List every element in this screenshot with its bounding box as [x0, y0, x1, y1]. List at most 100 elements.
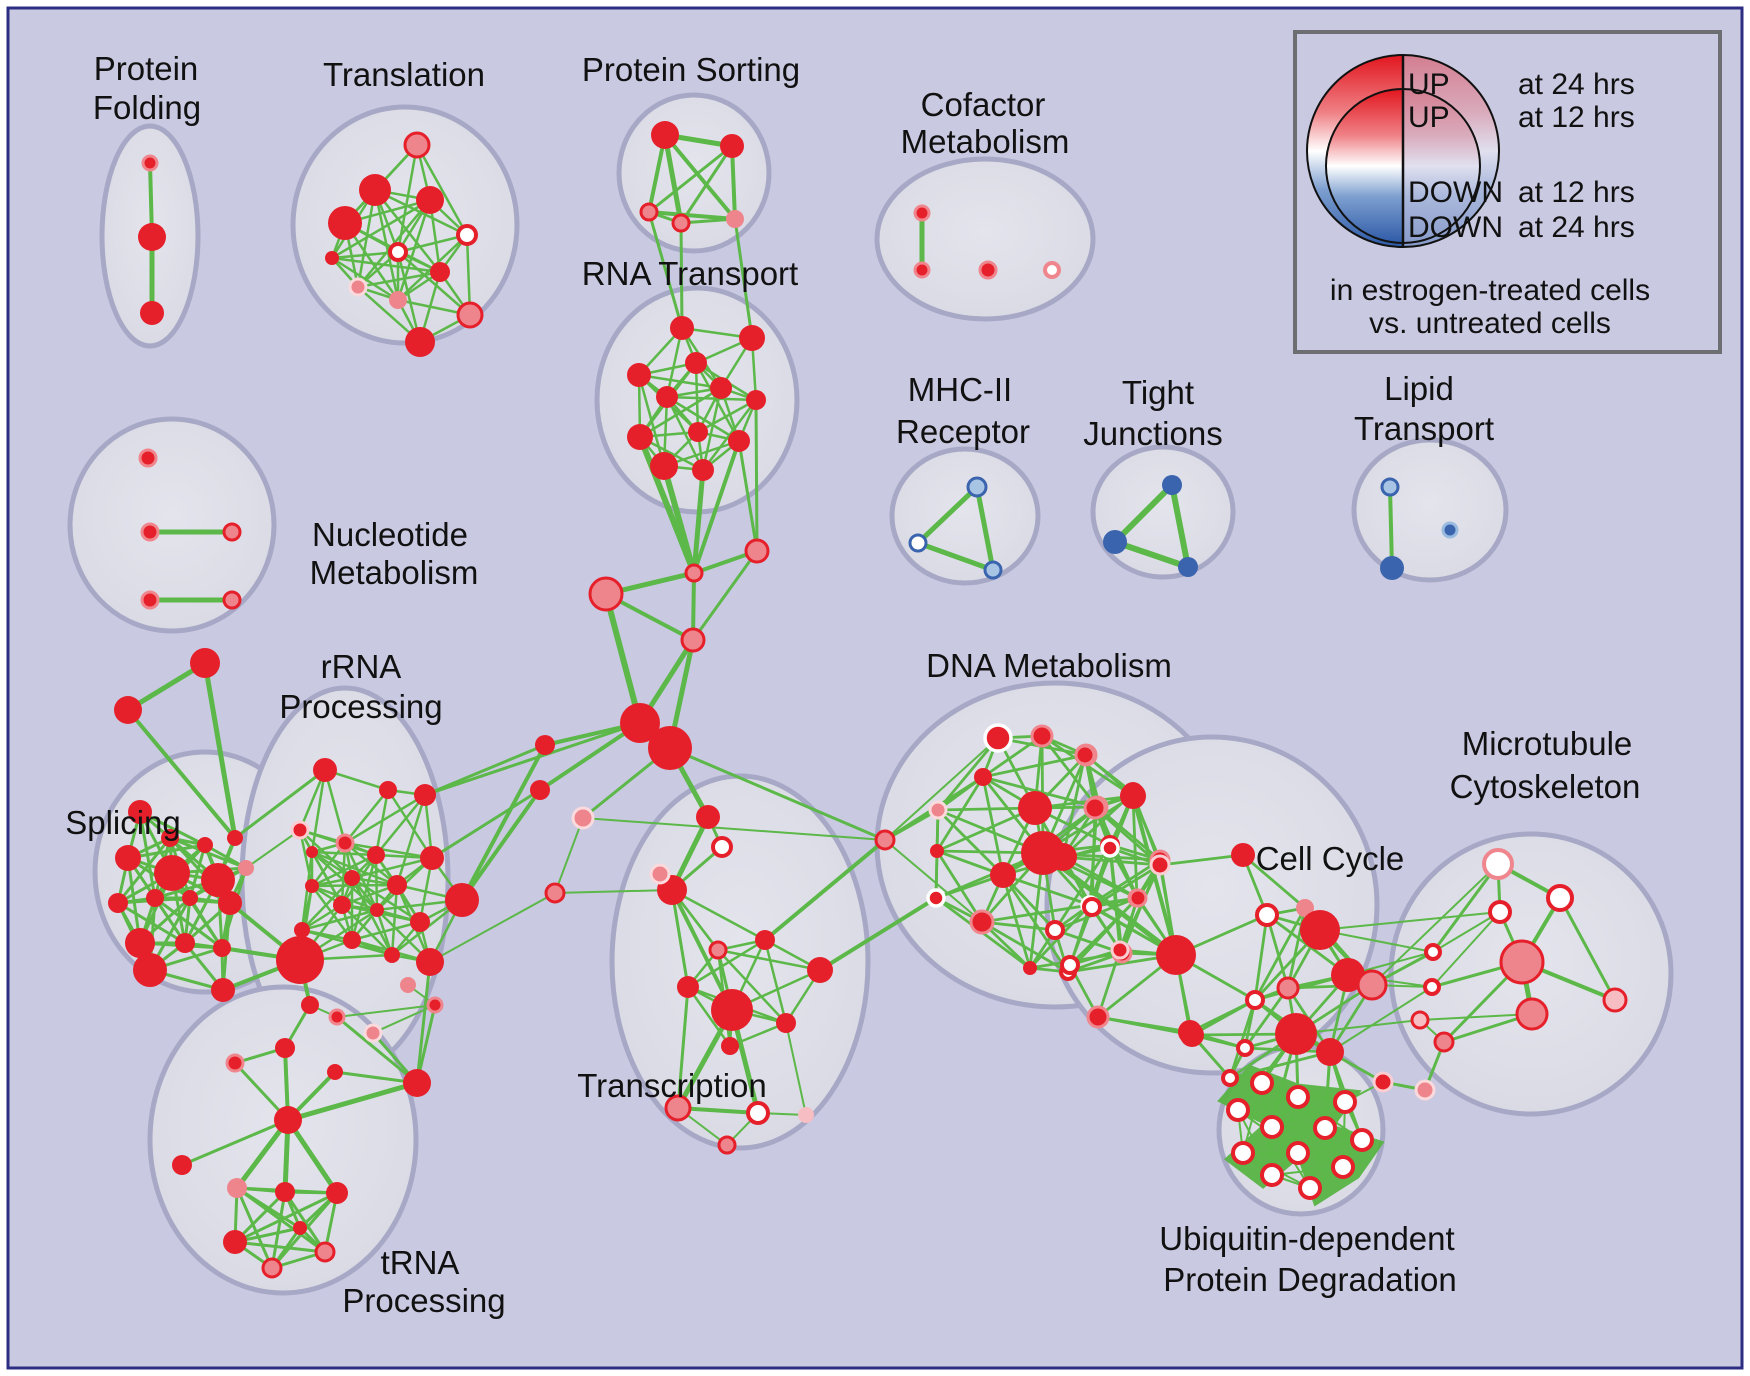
gene-node: [125, 928, 155, 958]
network-edge-mesh: [300, 850, 314, 932]
cluster-label-splicing: Splicing: [65, 804, 181, 841]
network-edge: [737, 439, 759, 553]
network-edge: [679, 144, 734, 225]
cluster-label-tight-junctions: Junctions: [1083, 415, 1222, 452]
gene-node: [1275, 1013, 1317, 1055]
network-edge-mesh: [1188, 998, 1257, 1034]
network-edge-mesh: [396, 198, 432, 302]
network-edge-mesh: [343, 788, 390, 845]
gene-node: [225, 1053, 245, 1073]
network-edge-mesh: [665, 395, 741, 443]
gene-node: [1082, 897, 1102, 917]
network-edge-mesh: [686, 985, 732, 1048]
cluster-label-dna-metabolism: DNA Metabolism: [926, 647, 1172, 684]
network-edge-mesh: [686, 938, 767, 989]
network-edge-mesh: [1068, 905, 1094, 967]
gene-node: [218, 891, 242, 915]
gene-node: [388, 242, 408, 262]
gene-node: [1333, 1090, 1357, 1114]
network-edge: [1112, 539, 1191, 570]
cluster-label-lipid-transport: Lipid: [1384, 370, 1454, 407]
cluster-ellipse-protein-sorting: [616, 92, 772, 254]
cluster-label-protein-folding: Folding: [93, 89, 201, 126]
legend-time-label: at 12 hrs: [1518, 101, 1635, 134]
gene-node: [1086, 1005, 1110, 1029]
network-edge: [1131, 794, 1178, 957]
network-edge-mesh: [980, 903, 1092, 924]
legend: UP at 24 hrs UP at 12 hrs DOWN at 12 hrs DOWN a…: [1293, 30, 1722, 354]
gene-node: [197, 837, 213, 853]
network-edge: [1169, 482, 1191, 570]
network-edge-mesh: [1158, 853, 1245, 867]
network-edge-mesh: [1001, 873, 1070, 974]
gene-node: [726, 210, 744, 228]
gene-node: [301, 996, 319, 1014]
gene-node: [711, 989, 753, 1031]
network-edge-mesh: [1265, 913, 1290, 990]
gene-node: [1414, 1079, 1436, 1101]
network-edge-mesh: [1228, 1050, 1332, 1080]
gene-node: [1245, 990, 1265, 1010]
legend-direction-label: DOWN: [1408, 211, 1503, 244]
network-edge: [915, 484, 980, 546]
gene-node: [227, 1178, 247, 1198]
gene-node: [692, 459, 714, 481]
network-edge-mesh: [330, 256, 400, 302]
gene-node: [908, 533, 928, 553]
gene-node: [1128, 888, 1148, 908]
gene-node: [138, 448, 158, 468]
gene-node: [1156, 935, 1196, 975]
cluster-ellipse-cofactor-metabolism: [874, 156, 1096, 322]
network-edge: [1371, 863, 1499, 986]
network-edge: [603, 591, 643, 726]
network-edge-mesh: [1068, 896, 1140, 967]
network-edge: [460, 788, 542, 902]
network-edge: [662, 132, 684, 226]
gene-node: [776, 1013, 796, 1033]
gene-node: [670, 316, 694, 340]
network-edge: [1432, 911, 1501, 953]
network-edge-mesh: [1118, 863, 1162, 952]
legend-time-label: at 12 hrs: [1518, 176, 1635, 209]
gene-node: [746, 1101, 770, 1125]
cluster-label-trna-processing: Processing: [342, 1282, 505, 1319]
legend-direction-label: UP: [1408, 101, 1450, 134]
gene-node: [1499, 939, 1545, 985]
gene-node: [1260, 1163, 1284, 1187]
gene-node: [974, 768, 992, 786]
gene-node: [969, 909, 995, 935]
cluster-label-translation: Translation: [323, 56, 485, 93]
network-edge: [663, 133, 737, 221]
gene-node: [1231, 1141, 1255, 1165]
gene-node: [416, 948, 444, 976]
network-edge: [1419, 1013, 1533, 1021]
gene-node: [746, 390, 766, 410]
network-edge-mesh: [1061, 791, 1135, 859]
gene-node: [141, 154, 159, 172]
gene-node: [544, 882, 566, 904]
gene-node: [343, 931, 361, 949]
gene-node: [1276, 976, 1300, 1000]
cluster-label-ubiquitin-degradation: Ubiquitin-dependent: [1159, 1220, 1454, 1257]
gene-node: [1231, 843, 1255, 867]
cluster-label-rrna-processing: Processing: [279, 688, 442, 725]
gene-node: [290, 820, 310, 840]
gene-node: [1423, 978, 1441, 996]
gene-node: [275, 1038, 295, 1058]
gene-node: [1221, 1069, 1239, 1087]
network-edge-mesh: [374, 788, 390, 857]
network-edge: [233, 768, 327, 840]
network-edge: [582, 817, 886, 841]
gene-node: [1372, 1071, 1394, 1093]
gene-node: [172, 1155, 192, 1175]
network-edge-mesh: [350, 856, 434, 880]
gene-node: [1488, 900, 1512, 924]
network-edge: [884, 839, 983, 923]
gene-node: [261, 1257, 283, 1279]
network-edge-mesh: [235, 1186, 274, 1270]
gene-node: [222, 522, 242, 542]
cluster-label-cell-cycle: Cell Cycle: [1256, 840, 1405, 877]
gene-node: [1298, 1176, 1322, 1200]
network-edge: [285, 1117, 340, 1196]
gene-node: [1178, 1020, 1202, 1044]
